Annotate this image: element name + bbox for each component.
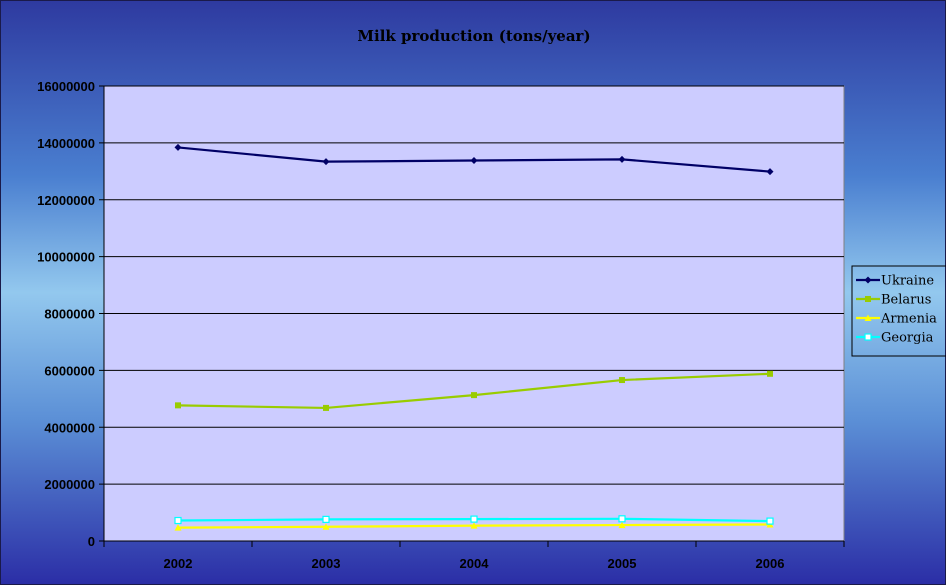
legend-item-georgia: Georgia [856,331,934,346]
axes: 0 2000000 4000000 6000000 8000000 10000000 120… [37,79,845,571]
data-point [322,523,330,530]
y-tick-label: 12000000 [37,193,95,208]
data-point [767,370,773,377]
y-tick-label: 8000000 [44,307,95,322]
data-point [323,404,329,411]
legend-label: Georgia [881,331,934,346]
data-point [618,521,626,529]
y-tick-label: 16000000 [37,79,95,94]
data-point [471,392,477,399]
data-point [865,296,871,302]
y-tick-label: 0 [88,534,95,549]
gridlines [104,85,844,485]
data-point [322,515,330,523]
legend-label: Ukraine [881,274,934,289]
x-tick-label: 2002 [164,556,193,571]
legend-label: Armenia [880,312,937,327]
x-tick-label: 2005 [608,556,637,571]
x-tick-label: 2004 [460,556,490,571]
data-point [470,157,478,165]
data-point [470,522,478,529]
series-belarus [175,370,773,411]
legend-box [851,265,946,357]
data-point [322,158,330,166]
y-tick-label: 6000000 [44,363,95,378]
y-tick-label: 2000000 [44,477,95,492]
data-point [864,276,872,284]
y-tick-label: 10000000 [37,250,95,265]
data-point [864,333,872,341]
data-point [619,377,625,384]
data-point [766,517,774,525]
data-point [470,515,478,523]
y-tick-label: 4000000 [44,420,95,435]
legend-item-belarus: Belarus [856,293,931,308]
data-point [864,314,872,321]
x-tick-label: 2006 [756,556,785,571]
y-tick-label: 14000000 [37,136,95,151]
series-lines [174,143,774,531]
data-point [175,402,181,409]
x-tick-label: 2003 [312,556,341,571]
legend-item-armenia: Armenia [856,312,937,327]
legend-item-ukraine: Ukraine [856,274,934,289]
chart-title: Milk production (tons/year) [357,27,590,45]
data-point [174,516,182,525]
series-georgia [174,515,774,525]
legend: Ukraine Belarus Armenia Georgia [851,265,946,357]
data-point [766,168,774,176]
data-point [174,143,182,151]
data-point [174,524,182,531]
series-ukraine [174,143,774,176]
data-point [618,515,626,523]
legend-label: Belarus [881,293,931,308]
series-armenia [174,521,774,531]
data-point [618,155,626,163]
